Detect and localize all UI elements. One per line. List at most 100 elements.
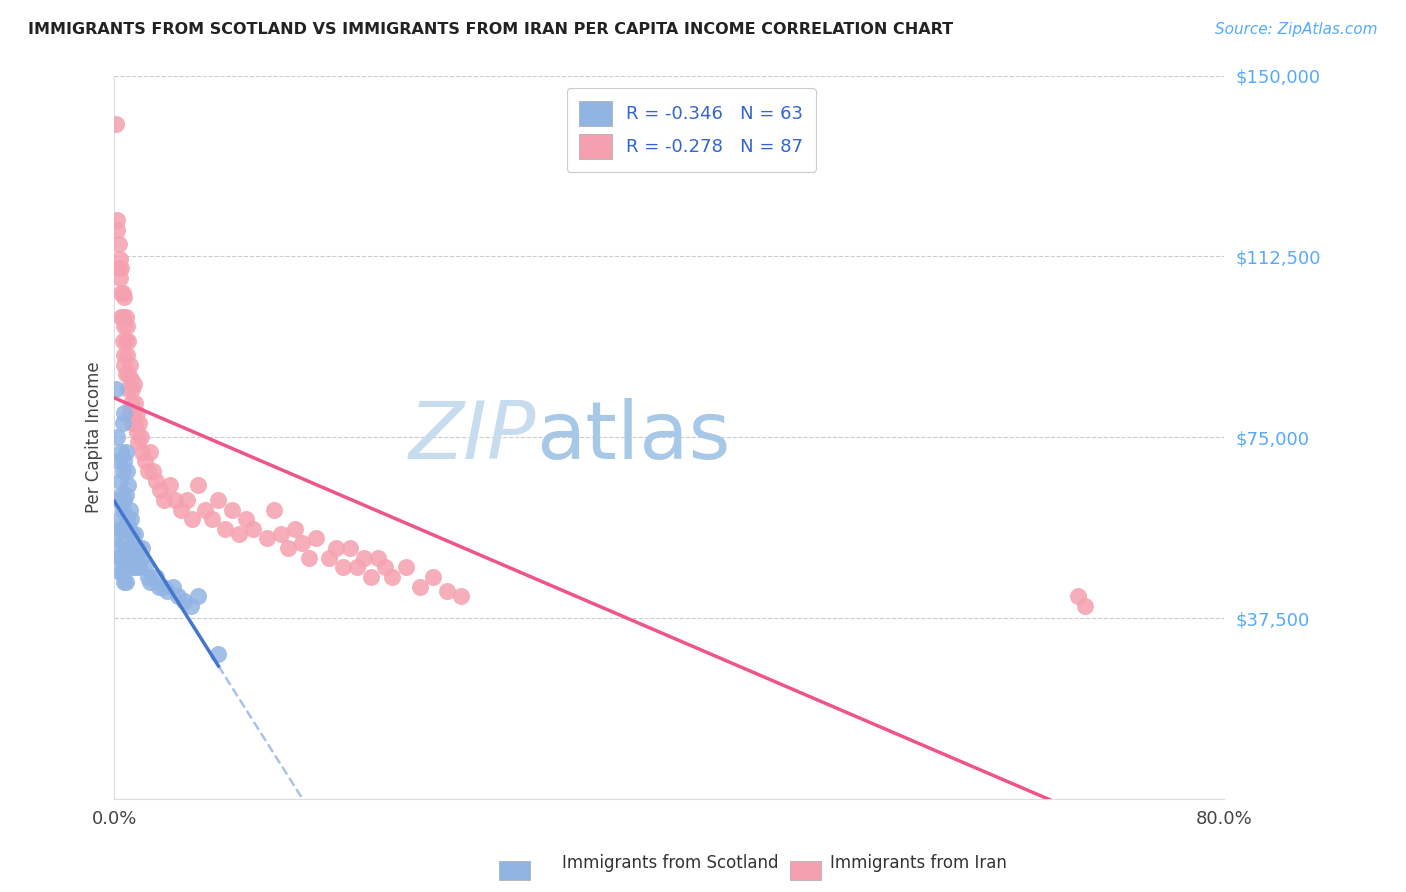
Point — [114, 310, 136, 324]
Point — [318, 550, 340, 565]
Point — [395, 560, 418, 574]
Point — [105, 213, 128, 227]
Text: Source: ZipAtlas.com: Source: ZipAtlas.com — [1215, 22, 1378, 37]
Point — [193, 502, 215, 516]
Point — [139, 574, 162, 589]
Point — [346, 560, 368, 574]
Point — [111, 536, 134, 550]
Point — [110, 285, 132, 300]
Point — [114, 488, 136, 502]
Point — [176, 492, 198, 507]
Point — [156, 584, 179, 599]
Point — [114, 574, 136, 589]
Point — [422, 570, 444, 584]
Point — [131, 444, 153, 458]
Point — [214, 522, 236, 536]
Point — [108, 252, 131, 266]
Point — [105, 430, 128, 444]
Point — [110, 522, 132, 536]
Legend: R = -0.346   N = 63, R = -0.278   N = 87: R = -0.346 N = 63, R = -0.278 N = 87 — [567, 88, 815, 172]
Point — [125, 406, 148, 420]
Point — [111, 310, 134, 324]
Point — [115, 550, 138, 565]
Point — [153, 492, 176, 507]
Point — [111, 334, 134, 348]
Point — [112, 522, 135, 536]
Point — [381, 570, 404, 584]
Point — [111, 416, 134, 430]
Point — [112, 550, 135, 565]
Point — [111, 464, 134, 478]
Point — [152, 580, 174, 594]
Point — [131, 541, 153, 555]
Point — [108, 512, 131, 526]
Point — [112, 492, 135, 507]
Point — [112, 454, 135, 468]
Point — [115, 348, 138, 362]
Point — [124, 560, 146, 574]
Point — [124, 396, 146, 410]
Point — [112, 319, 135, 334]
Point — [124, 526, 146, 541]
Point — [114, 550, 136, 565]
Point — [360, 570, 382, 584]
Point — [107, 237, 129, 252]
Point — [136, 570, 159, 584]
Point — [339, 541, 361, 555]
Point — [122, 541, 145, 555]
Point — [112, 358, 135, 372]
Point — [145, 474, 167, 488]
Point — [112, 348, 135, 362]
Point — [221, 502, 243, 516]
Point — [117, 516, 139, 531]
Point — [162, 580, 184, 594]
Point — [270, 526, 292, 541]
Point — [110, 444, 132, 458]
Point — [114, 368, 136, 382]
Point — [263, 502, 285, 516]
Point — [136, 464, 159, 478]
Point — [134, 560, 156, 574]
Point — [165, 492, 187, 507]
Point — [117, 368, 139, 382]
Point — [125, 550, 148, 565]
Point — [124, 416, 146, 430]
Point — [121, 526, 143, 541]
Point — [367, 550, 389, 565]
Point — [120, 512, 142, 526]
Point — [353, 550, 375, 565]
Point — [111, 285, 134, 300]
Point — [207, 492, 229, 507]
Point — [187, 590, 209, 604]
Point — [112, 574, 135, 589]
Point — [104, 117, 127, 131]
Point — [121, 416, 143, 430]
Point — [114, 334, 136, 348]
Point — [187, 478, 209, 492]
Point — [142, 464, 165, 478]
Point — [235, 512, 257, 526]
Point — [145, 570, 167, 584]
Text: Immigrants from Scotland: Immigrants from Scotland — [562, 855, 779, 872]
Point — [121, 382, 143, 396]
Point — [332, 560, 354, 574]
Point — [117, 550, 139, 565]
Point — [111, 565, 134, 579]
Point — [242, 522, 264, 536]
Point — [111, 502, 134, 516]
Point — [297, 550, 319, 565]
Point — [120, 372, 142, 386]
Point — [127, 541, 149, 555]
Text: atlas: atlas — [536, 398, 731, 476]
Point — [114, 522, 136, 536]
Point — [108, 474, 131, 488]
Point — [277, 541, 299, 555]
Point — [128, 416, 150, 430]
Point — [115, 512, 138, 526]
Point — [256, 532, 278, 546]
Point — [200, 512, 222, 526]
Point — [118, 358, 141, 372]
Point — [110, 310, 132, 324]
Point — [114, 444, 136, 458]
Point — [1074, 599, 1097, 613]
